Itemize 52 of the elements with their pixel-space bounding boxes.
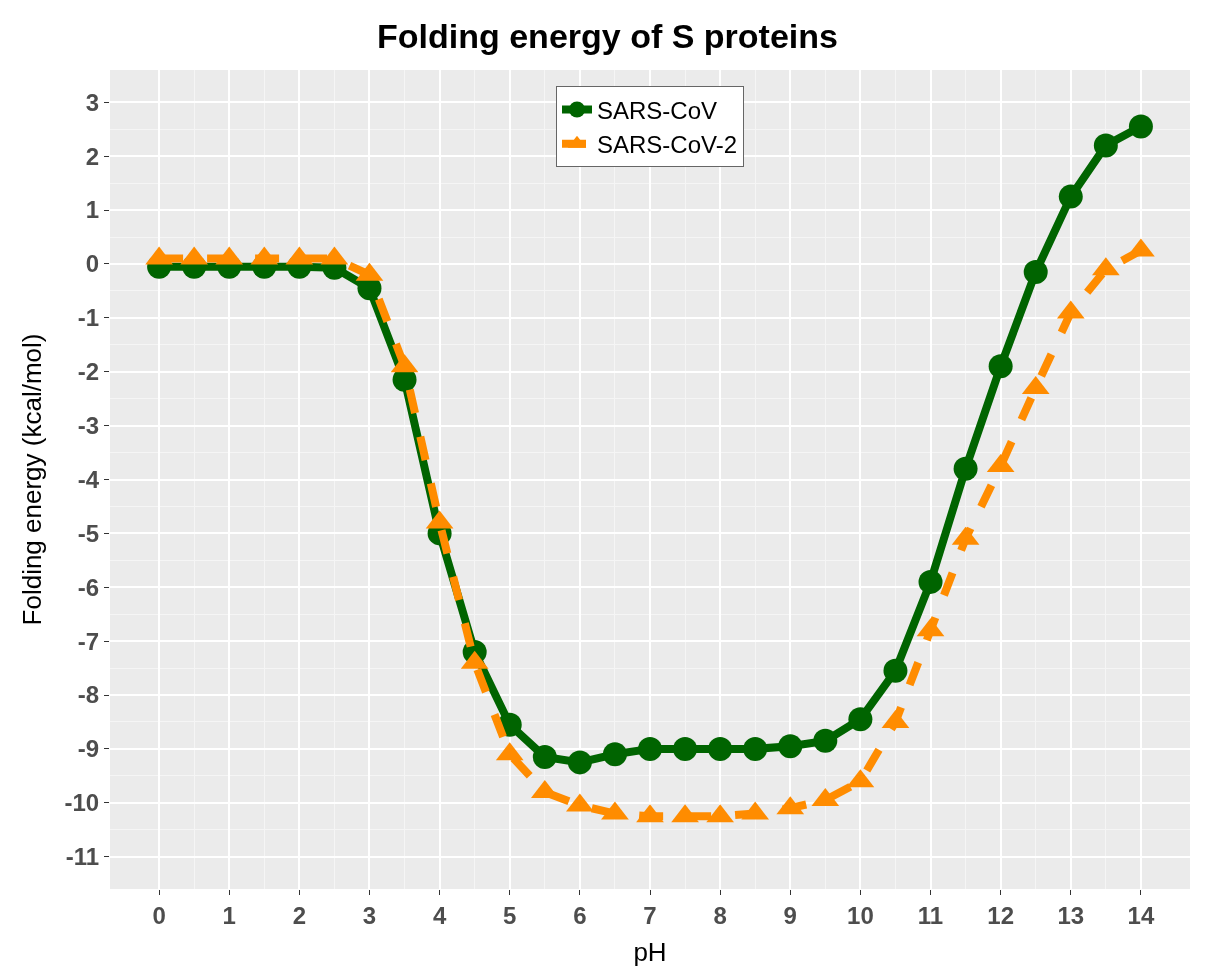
point (1023, 260, 1048, 285)
y-tick-label: -10 (64, 789, 100, 817)
point (953, 456, 978, 481)
point (1128, 114, 1153, 139)
point (848, 707, 873, 732)
y-tick-label: -4 (77, 465, 100, 493)
legend-label: SARS-CoV-2 (597, 131, 738, 159)
y-tick-label: -7 (77, 627, 100, 655)
y-tick-label: -9 (77, 735, 100, 763)
point (988, 354, 1013, 379)
point (708, 736, 733, 761)
point (813, 728, 838, 753)
y-tick-label: -2 (77, 358, 100, 386)
x-axis-title: pH (633, 937, 667, 968)
chart-title: Folding energy of S proteins (377, 17, 838, 56)
legend-label: SARS-CoV (597, 96, 718, 124)
y-tick-label: 2 (85, 142, 100, 170)
x-tick-label: 13 (1057, 901, 1085, 929)
y-tick-label: -1 (77, 304, 100, 332)
point (567, 750, 592, 775)
x-tick-label: 1 (222, 901, 236, 929)
y-axis-title: Folding energy (kcal/mol) (16, 333, 47, 626)
x-tick-label: 9 (783, 901, 797, 929)
point (638, 736, 662, 761)
point (743, 736, 768, 761)
y-tick-label: 3 (85, 88, 100, 116)
x-tick-label: 14 (1127, 901, 1155, 929)
y-tick-label: -8 (77, 681, 100, 709)
x-tick-label: 8 (713, 901, 727, 929)
point (1093, 133, 1118, 158)
x-tick-label: 3 (362, 901, 377, 929)
y-tick-label: 1 (85, 196, 100, 224)
x-tick-label: 12 (987, 901, 1014, 929)
x-tick-label: 0 (152, 901, 166, 929)
x-tick-label: 6 (573, 901, 587, 929)
point (918, 569, 943, 594)
point (883, 658, 908, 683)
x-tick-label: 4 (432, 901, 447, 929)
y-tick-label: -11 (65, 843, 100, 871)
point (673, 736, 698, 761)
x-tick-label: 7 (643, 901, 657, 929)
point (532, 744, 557, 769)
y-tick-label: -3 (77, 412, 100, 440)
x-tick-label: 11 (917, 901, 944, 929)
x-tick-label: 5 (503, 901, 517, 929)
y-tick-label: -5 (77, 519, 100, 547)
y-tick-label: 0 (85, 250, 100, 278)
point (602, 742, 627, 767)
point (1058, 184, 1083, 209)
x-tick-label: 10 (847, 901, 874, 929)
y-tick-label: -6 (77, 573, 100, 601)
x-tick-label: 2 (292, 901, 307, 929)
